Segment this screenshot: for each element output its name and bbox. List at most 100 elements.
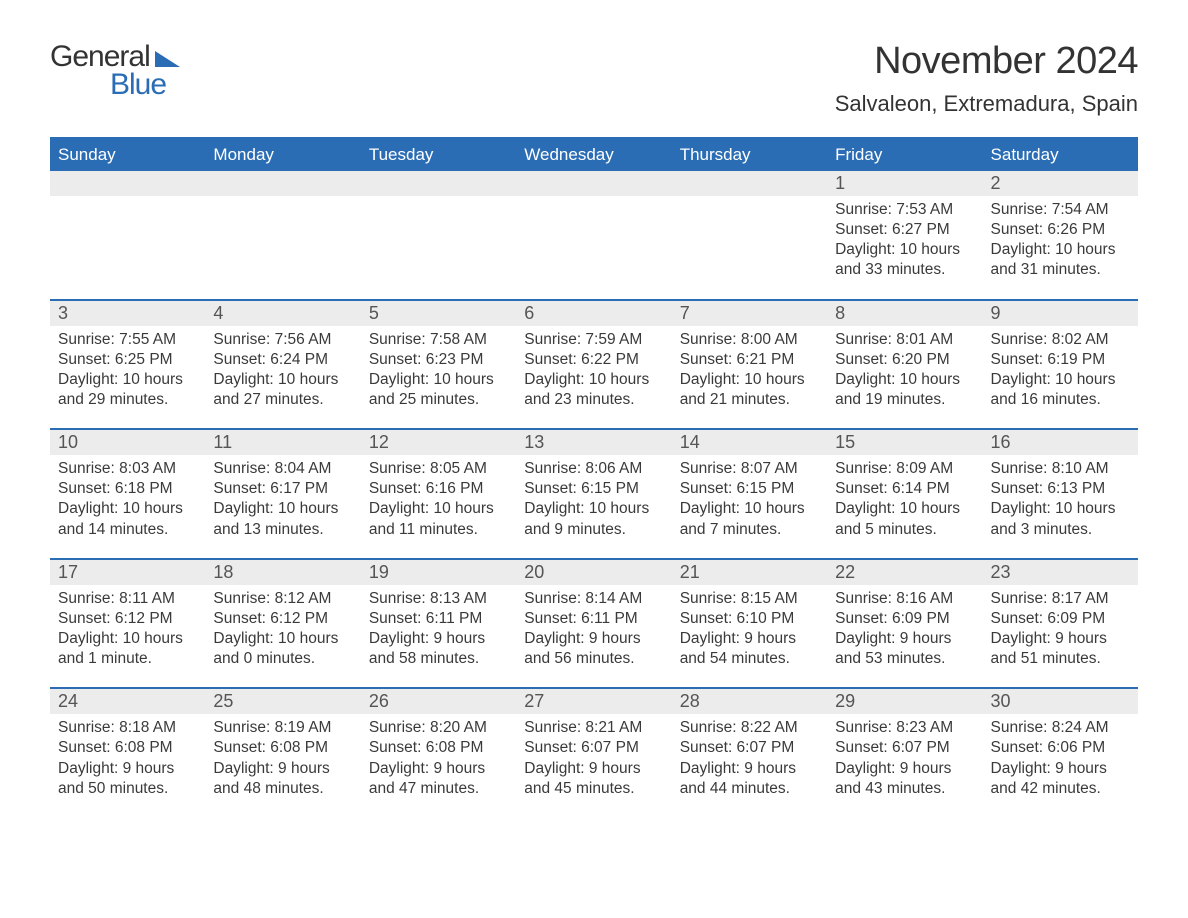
- day-number: 9: [983, 301, 1138, 326]
- sunset-text: Sunset: 6:11 PM: [369, 609, 508, 629]
- day-body: Sunrise: 8:17 AMSunset: 6:09 PMDaylight:…: [983, 585, 1138, 688]
- day-body: Sunrise: 7:55 AMSunset: 6:25 PMDaylight:…: [50, 326, 205, 429]
- header: General Blue November 2024 Salvaleon, Ex…: [50, 40, 1138, 117]
- sunset-text: Sunset: 6:25 PM: [58, 350, 197, 370]
- day-body: Sunrise: 8:12 AMSunset: 6:12 PMDaylight:…: [205, 585, 360, 688]
- daylight-text-2: and 7 minutes.: [680, 520, 819, 540]
- day-number: 3: [50, 301, 205, 326]
- day-number: 7: [672, 301, 827, 326]
- daylight-text-1: Daylight: 9 hours: [680, 629, 819, 649]
- sunset-text: Sunset: 6:18 PM: [58, 479, 197, 499]
- sunrise-text: Sunrise: 8:01 AM: [835, 330, 974, 350]
- sunrise-text: Sunrise: 8:09 AM: [835, 459, 974, 479]
- daylight-text-1: Daylight: 10 hours: [213, 499, 352, 519]
- day-number: 23: [983, 560, 1138, 585]
- sunset-text: Sunset: 6:22 PM: [524, 350, 663, 370]
- sunrise-text: Sunrise: 8:17 AM: [991, 589, 1130, 609]
- day-number: 25: [205, 689, 360, 714]
- daylight-text-2: and 9 minutes.: [524, 520, 663, 540]
- daylight-text-1: Daylight: 10 hours: [58, 499, 197, 519]
- daylight-text-1: Daylight: 9 hours: [58, 759, 197, 779]
- weekday-header: Thursday: [672, 139, 827, 171]
- daylight-text-2: and 29 minutes.: [58, 390, 197, 410]
- daylight-text-2: and 25 minutes.: [369, 390, 508, 410]
- sunset-text: Sunset: 6:20 PM: [835, 350, 974, 370]
- day-body: Sunrise: 8:04 AMSunset: 6:17 PMDaylight:…: [205, 455, 360, 558]
- day-body: Sunrise: 8:21 AMSunset: 6:07 PMDaylight:…: [516, 714, 671, 817]
- day-number: 12: [361, 430, 516, 455]
- day-body: Sunrise: 8:03 AMSunset: 6:18 PMDaylight:…: [50, 455, 205, 558]
- day-body: Sunrise: 8:01 AMSunset: 6:20 PMDaylight:…: [827, 326, 982, 429]
- daylight-text-1: Daylight: 10 hours: [835, 499, 974, 519]
- day-body: Sunrise: 8:18 AMSunset: 6:08 PMDaylight:…: [50, 714, 205, 817]
- daylight-text-1: Daylight: 10 hours: [835, 370, 974, 390]
- daylight-text-1: Daylight: 9 hours: [524, 759, 663, 779]
- sunrise-text: Sunrise: 7:58 AM: [369, 330, 508, 350]
- day-body: [516, 196, 671, 299]
- sunrise-text: Sunrise: 8:07 AM: [680, 459, 819, 479]
- daylight-text-2: and 16 minutes.: [991, 390, 1130, 410]
- daylight-text-2: and 53 minutes.: [835, 649, 974, 669]
- weekday-header: Sunday: [50, 139, 205, 171]
- daylight-text-2: and 33 minutes.: [835, 260, 974, 280]
- sunrise-text: Sunrise: 8:11 AM: [58, 589, 197, 609]
- daylight-text-1: Daylight: 10 hours: [369, 499, 508, 519]
- day-body: Sunrise: 8:16 AMSunset: 6:09 PMDaylight:…: [827, 585, 982, 688]
- day-body: Sunrise: 8:15 AMSunset: 6:10 PMDaylight:…: [672, 585, 827, 688]
- sunrise-text: Sunrise: 8:14 AM: [524, 589, 663, 609]
- sunset-text: Sunset: 6:14 PM: [835, 479, 974, 499]
- daylight-text-2: and 21 minutes.: [680, 390, 819, 410]
- day-number: 4: [205, 301, 360, 326]
- sunset-text: Sunset: 6:11 PM: [524, 609, 663, 629]
- day-number: 2: [983, 171, 1138, 196]
- daylight-text-2: and 27 minutes.: [213, 390, 352, 410]
- flag-icon: [155, 47, 185, 67]
- sunset-text: Sunset: 6:15 PM: [524, 479, 663, 499]
- daylight-text-1: Daylight: 10 hours: [991, 499, 1130, 519]
- daylight-text-2: and 45 minutes.: [524, 779, 663, 799]
- daylight-text-1: Daylight: 10 hours: [58, 629, 197, 649]
- sunrise-text: Sunrise: 8:05 AM: [369, 459, 508, 479]
- sunrise-text: Sunrise: 8:04 AM: [213, 459, 352, 479]
- day-number: 18: [205, 560, 360, 585]
- daylight-text-1: Daylight: 10 hours: [835, 240, 974, 260]
- daylight-text-1: Daylight: 10 hours: [991, 240, 1130, 260]
- sunrise-text: Sunrise: 7:53 AM: [835, 200, 974, 220]
- sunset-text: Sunset: 6:26 PM: [991, 220, 1130, 240]
- day-number: 16: [983, 430, 1138, 455]
- daylight-text-1: Daylight: 9 hours: [213, 759, 352, 779]
- day-number: 13: [516, 430, 671, 455]
- sunset-text: Sunset: 6:10 PM: [680, 609, 819, 629]
- day-number: 27: [516, 689, 671, 714]
- daylight-text-1: Daylight: 10 hours: [680, 499, 819, 519]
- day-number-row: 24252627282930: [50, 687, 1138, 714]
- sunset-text: Sunset: 6:13 PM: [991, 479, 1130, 499]
- day-body-row: Sunrise: 7:55 AMSunset: 6:25 PMDaylight:…: [50, 326, 1138, 429]
- day-body: Sunrise: 8:02 AMSunset: 6:19 PMDaylight:…: [983, 326, 1138, 429]
- daylight-text-1: Daylight: 10 hours: [58, 370, 197, 390]
- sunrise-text: Sunrise: 8:19 AM: [213, 718, 352, 738]
- sunrise-text: Sunrise: 8:15 AM: [680, 589, 819, 609]
- day-body: [672, 196, 827, 299]
- day-body-row: Sunrise: 7:53 AMSunset: 6:27 PMDaylight:…: [50, 196, 1138, 299]
- day-number: 8: [827, 301, 982, 326]
- day-number: [361, 171, 516, 196]
- daylight-text-2: and 58 minutes.: [369, 649, 508, 669]
- weekday-header: Friday: [827, 139, 982, 171]
- daylight-text-2: and 1 minute.: [58, 649, 197, 669]
- daylight-text-2: and 54 minutes.: [680, 649, 819, 669]
- day-body: Sunrise: 8:22 AMSunset: 6:07 PMDaylight:…: [672, 714, 827, 817]
- sunrise-text: Sunrise: 8:21 AM: [524, 718, 663, 738]
- sunrise-text: Sunrise: 8:10 AM: [991, 459, 1130, 479]
- sunset-text: Sunset: 6:17 PM: [213, 479, 352, 499]
- day-number: [672, 171, 827, 196]
- day-number: 20: [516, 560, 671, 585]
- sunset-text: Sunset: 6:06 PM: [991, 738, 1130, 758]
- day-body: Sunrise: 8:10 AMSunset: 6:13 PMDaylight:…: [983, 455, 1138, 558]
- day-body: Sunrise: 8:00 AMSunset: 6:21 PMDaylight:…: [672, 326, 827, 429]
- day-number-row: 12: [50, 171, 1138, 196]
- daylight-text-1: Daylight: 9 hours: [835, 759, 974, 779]
- daylight-text-1: Daylight: 10 hours: [369, 370, 508, 390]
- sunrise-text: Sunrise: 8:20 AM: [369, 718, 508, 738]
- weekday-header: Monday: [205, 139, 360, 171]
